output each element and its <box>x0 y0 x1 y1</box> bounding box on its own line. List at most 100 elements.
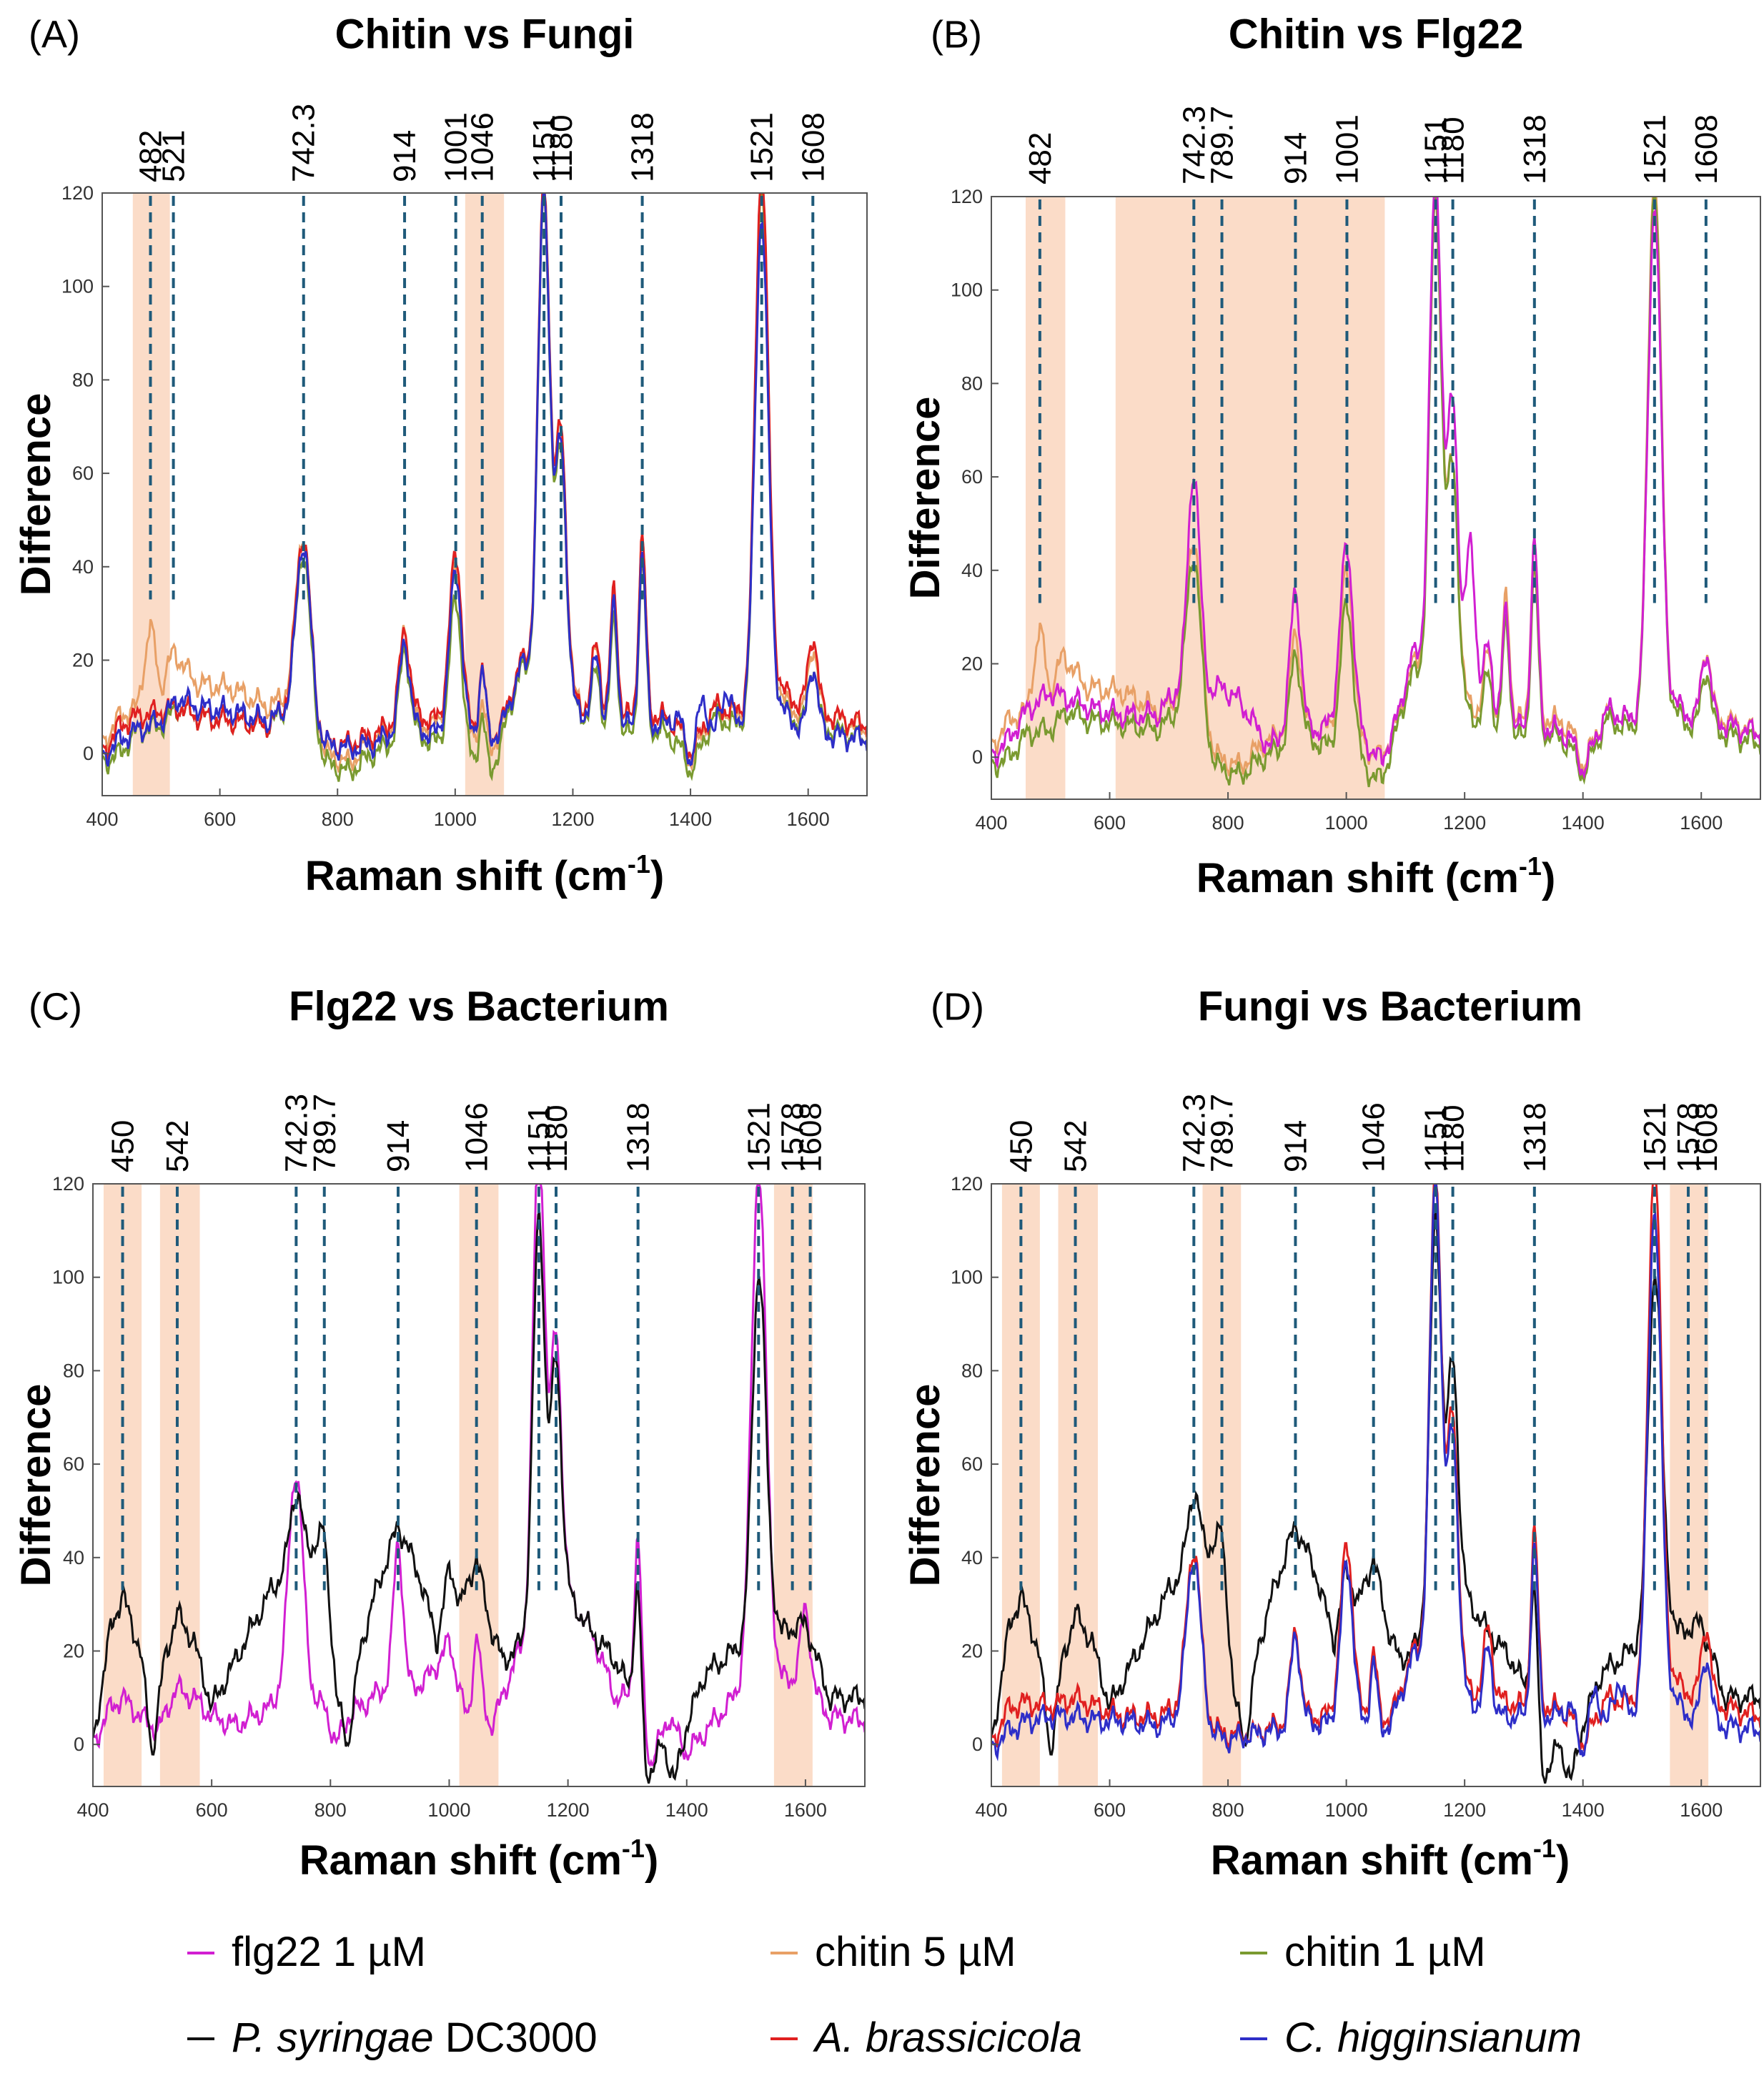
peak-label: 742.3 <box>1176 106 1211 184</box>
legend-label-text: flg22 1 µM <box>232 1929 426 1975</box>
panel-title: Chitin vs Fungi <box>335 11 635 57</box>
x-tick-label: 600 <box>1094 1799 1126 1821</box>
y-tick-label: 40 <box>63 1547 84 1568</box>
x-axis-title-main: Raman shift (cm <box>299 1837 622 1884</box>
x-tick-label: 400 <box>975 812 1007 834</box>
legend-label-italic: P. syringae <box>232 2015 434 2061</box>
legend-label-text: chitin 5 µM <box>815 1929 1016 1975</box>
y-tick-label: 80 <box>961 372 983 394</box>
legend-label-text: chitin 1 µM <box>1284 1929 1486 1975</box>
x-tick-label: 600 <box>204 809 236 830</box>
series-line <box>93 1184 865 1767</box>
y-tick-label: 60 <box>961 1453 983 1475</box>
x-tick-label: 1000 <box>434 809 477 830</box>
peak-label: 1151 <box>1419 1104 1454 1172</box>
peak-label: 1608 <box>1689 114 1724 184</box>
x-axis-title: Raman shift (cm-1) <box>305 849 665 899</box>
legend-label: flg22 1 µM <box>232 1929 426 1975</box>
shaded-region <box>159 1184 200 1786</box>
panel-title: Chitin vs Flg22 <box>1229 11 1524 57</box>
peak-label: 1608 <box>796 112 831 182</box>
peak-label: 542 <box>160 1120 195 1172</box>
y-tick-label: 80 <box>961 1360 983 1381</box>
y-tick-label: 0 <box>83 743 94 764</box>
y-tick-label: 0 <box>972 1734 983 1755</box>
x-tick-label: 1600 <box>1680 812 1723 834</box>
peak-label: 1318 <box>621 1102 656 1172</box>
axes-box <box>92 1183 866 1787</box>
y-tick-label: 120 <box>951 186 983 207</box>
x-tick-label: 1200 <box>547 1799 590 1821</box>
peak-label: 1608 <box>793 1102 828 1172</box>
peak-label: 789.7 <box>1205 106 1240 184</box>
panel-title: Fungi vs Bacterium <box>1198 983 1582 1029</box>
peak-label: 482 <box>133 130 168 182</box>
series-line <box>991 1184 1760 1754</box>
x-tick-label: 1000 <box>1325 812 1368 834</box>
x-axis-title: Raman shift (cm-1) <box>1196 851 1556 901</box>
y-tick-label: 20 <box>72 649 94 671</box>
peak-label: 482 <box>1023 132 1058 184</box>
y-tick-label: 120 <box>61 182 94 204</box>
y-tick-label: 80 <box>72 369 94 390</box>
y-tick-label: 100 <box>52 1267 84 1288</box>
x-tick-label: 1400 <box>669 809 712 830</box>
y-axis-title: Difference <box>13 1384 59 1587</box>
shaded-region <box>1115 197 1385 799</box>
y-tick-label: 120 <box>951 1173 983 1195</box>
peak-label: 742.3 <box>1176 1094 1211 1172</box>
x-axis-title-main: Raman shift (cm <box>305 853 628 899</box>
peak-label: 1318 <box>625 112 660 182</box>
x-axis-title-main: Raman shift (cm <box>1196 855 1519 901</box>
series-line <box>991 197 1760 788</box>
peak-label: 789.7 <box>307 1094 342 1172</box>
x-axis-title-end: ) <box>1556 1837 1570 1884</box>
y-tick-label: 100 <box>951 280 983 301</box>
peak-label: 914 <box>387 130 422 182</box>
x-tick-label: 600 <box>196 1799 228 1821</box>
shaded-region <box>1026 197 1066 799</box>
peak-label: 1046 <box>1357 1102 1392 1172</box>
y-axis-title: Difference <box>902 1384 948 1587</box>
y-tick-label: 80 <box>63 1360 84 1381</box>
y-tick-label: 20 <box>961 1640 983 1661</box>
peak-label: 1521 <box>741 1102 776 1172</box>
peak-label: 1521 <box>1637 114 1673 184</box>
series-line <box>991 197 1760 780</box>
y-tick-label: 100 <box>951 1267 983 1288</box>
x-axis-title-sup: -1 <box>1519 851 1542 881</box>
series-line <box>102 193 867 773</box>
legend-label-suffix: DC3000 <box>434 2015 598 2061</box>
peak-label: 914 <box>1278 1120 1313 1172</box>
legend-label-italic: A. brassicicola <box>813 2015 1082 2061</box>
legend: flg22 1 µM chitin 5 µM chitin 1 µM P. syrin… <box>187 1929 1582 2061</box>
x-axis-title-end: ) <box>650 853 664 899</box>
x-axis-title-sup: -1 <box>628 849 650 879</box>
legend-label: chitin 1 µM <box>1284 1929 1486 1975</box>
y-tick-label: 120 <box>52 1173 84 1195</box>
legend-label: P. syringae DC3000 <box>232 2015 598 2061</box>
peak-label: 1001 <box>439 112 474 182</box>
peak-label: 742.3 <box>287 104 322 182</box>
axes-box <box>101 192 868 796</box>
shaded-region <box>459 1184 499 1786</box>
x-tick-label: 400 <box>76 1799 109 1821</box>
peak-label: 1046 <box>460 1102 495 1172</box>
x-tick-label: 800 <box>1212 812 1244 834</box>
peak-label: 1180 <box>544 114 579 182</box>
peak-label: 1180 <box>1436 117 1471 184</box>
peak-label: 1521 <box>745 112 780 182</box>
peak-label: 1180 <box>1436 1104 1471 1172</box>
peak-label: 1578 <box>776 1102 811 1172</box>
y-axis-title: Difference <box>13 393 59 596</box>
x-tick-label: 400 <box>86 809 118 830</box>
x-tick-label: 1400 <box>1562 812 1605 834</box>
x-axis-title-end: ) <box>645 1837 658 1884</box>
peak-label: 542 <box>1059 1120 1094 1172</box>
legend-label: chitin 5 µM <box>815 1929 1016 1975</box>
peak-label: 1151 <box>527 114 562 182</box>
panel-label: (D) <box>931 985 984 1028</box>
peak-label: 914 <box>1278 132 1313 184</box>
